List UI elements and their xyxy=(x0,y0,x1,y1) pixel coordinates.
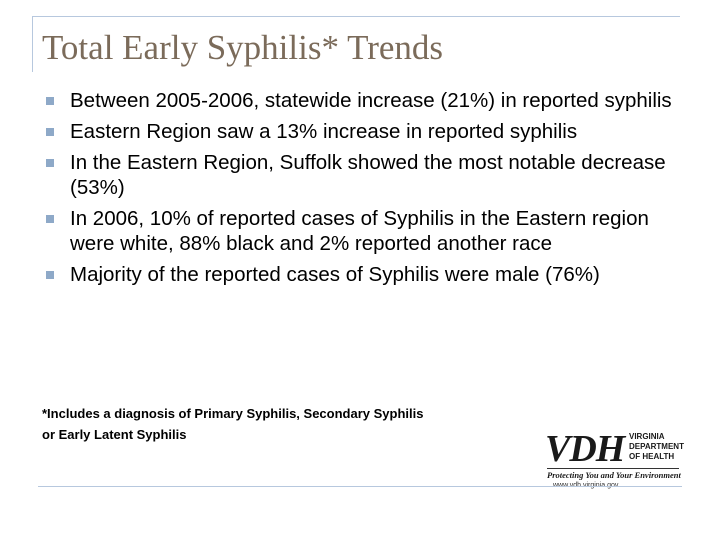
bullet-item: Between 2005-2006, statewide increase (2… xyxy=(46,88,686,113)
logo-divider xyxy=(547,468,679,469)
dept-line: VIRGINIA xyxy=(629,432,665,441)
frame-left-line xyxy=(32,16,33,72)
footnote: *Includes a diagnosis of Primary Syphili… xyxy=(42,403,423,445)
bullet-list: Between 2005-2006, statewide increase (2… xyxy=(46,88,686,293)
bullet-text: In 2006, 10% of reported cases of Syphil… xyxy=(70,207,649,255)
bullet-item: In the Eastern Region, Suffolk showed th… xyxy=(46,150,686,200)
bullet-text: Majority of the reported cases of Syphil… xyxy=(70,263,600,286)
footnote-line: or Early Latent Syphilis xyxy=(42,427,187,442)
footnote-line: *Includes a diagnosis of Primary Syphili… xyxy=(42,406,424,421)
bullet-text: Between 2005-2006, statewide increase (2… xyxy=(70,89,672,112)
square-bullet-icon xyxy=(46,271,54,279)
bullet-item: Majority of the reported cases of Syphil… xyxy=(46,262,686,287)
slide-title: Total Early Syphilis* Trends xyxy=(42,28,444,67)
bullet-item: Eastern Region saw a 13% increase in rep… xyxy=(46,119,686,144)
vdh-department-name: VIRGINIA DEPARTMENT OF HEALTH xyxy=(629,432,684,462)
dept-line: OF HEALTH xyxy=(629,452,675,461)
bullet-item: In 2006, 10% of reported cases of Syphil… xyxy=(46,206,686,256)
square-bullet-icon xyxy=(46,128,54,136)
dept-line: DEPARTMENT xyxy=(629,442,684,451)
vdh-tagline: Protecting You and Your Environment xyxy=(547,470,681,480)
vdh-logo-mark: VDH xyxy=(545,428,625,470)
bullet-text: In the Eastern Region, Suffolk showed th… xyxy=(70,151,666,199)
square-bullet-icon xyxy=(46,159,54,167)
bullet-text: Eastern Region saw a 13% increase in rep… xyxy=(70,120,578,143)
square-bullet-icon xyxy=(46,97,54,105)
square-bullet-icon xyxy=(46,215,54,223)
frame-top-line xyxy=(32,16,680,17)
frame-bottom-line xyxy=(38,486,682,487)
vdh-logo: VDH VIRGINIA DEPARTMENT OF HEALTH Protec… xyxy=(545,428,685,489)
vdh-url: www.vdh.virginia.gov xyxy=(553,482,618,489)
